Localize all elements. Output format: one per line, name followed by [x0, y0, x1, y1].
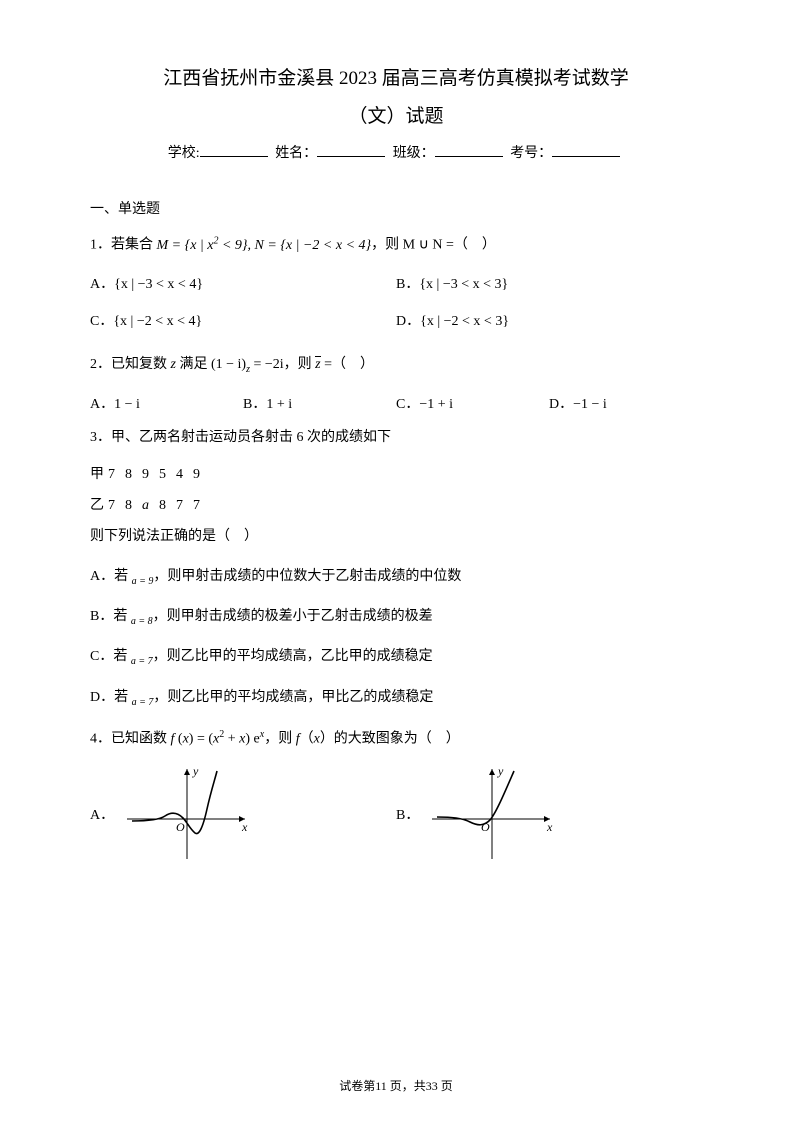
title-block: 江西省抚州市金溪县 2023 届高三高考仿真模拟考试数学 （文）试题 学校: 姓…	[90, 60, 702, 162]
school-blank	[200, 143, 268, 157]
class-label: 班级：	[393, 146, 435, 161]
page-footer: 试卷第11 页，共33 页	[0, 1077, 792, 1094]
q3-choice-b: B．若 a = 8，则甲射击成绩的极差小于乙射击成绩的极差	[90, 599, 702, 635]
q3-jia-v0: 7	[108, 467, 125, 482]
q2-stem: 2．已知复数 z 满足 (1 − i)z = −2i，则 z =（ ）	[90, 350, 702, 381]
q3-d-pre: D．若	[90, 690, 132, 705]
title-line-1: 江西省抚州市金溪县 2023 届高三高考仿真模拟考试数学	[90, 60, 702, 98]
q2-choice-a: A．1 − i	[90, 387, 243, 423]
q3-yi-v2: a	[142, 498, 159, 513]
q3-a-sub: a = 9	[132, 575, 154, 586]
q3-choice-d: D．若 a = 7，则乙比甲的平均成绩高，甲比乙的成绩稳定	[90, 680, 702, 716]
q3-c-pre: C．若	[90, 649, 131, 664]
curve-b	[437, 771, 514, 825]
q1-stem: 1．若集合 M = {x | x2 < 9}, N = {x | −2 < x …	[90, 230, 702, 261]
q4-graph-row: A． x y O B． x y O	[90, 764, 702, 864]
q3-jia-v2: 9	[142, 467, 159, 482]
name-label: 姓名：	[275, 146, 317, 161]
q4-choice-b: B． x y O	[396, 764, 702, 864]
q2-choices: A．1 − i B．1 + i C．−1 + i D．−1 − i	[90, 387, 702, 423]
q3-stem: 3．甲、乙两名射击运动员各射击 6 次的成绩如下	[90, 423, 702, 454]
q3-yi-v0: 7	[108, 498, 125, 513]
q3-yi-v4: 7	[176, 498, 193, 513]
q3-d-post: ，则乙比甲的平均成绩高，甲比乙的成绩稳定	[153, 690, 433, 705]
examno-blank	[552, 143, 620, 157]
q1-math: M = {x | x2 < 9}, N = {x | −2 < x < 4}	[157, 238, 372, 253]
q4-choice-a: A． x y O	[90, 764, 396, 864]
title-line-2: （文）试题	[90, 98, 702, 136]
q3-yi-v5: 7	[193, 498, 210, 513]
examno-label: 考号：	[510, 146, 552, 161]
q3-c-post: ，则乙比甲的平均成绩高，乙比甲的成绩稳定	[153, 649, 433, 664]
q3-b-pre: B．若	[90, 609, 131, 624]
student-info-line: 学校: 姓名： 班级： 考号：	[90, 142, 702, 162]
q1-choice-c: C．{x | −2 < x < 4}	[90, 304, 396, 340]
q3-yi-v1: 8	[125, 498, 142, 513]
y-axis-label: y	[497, 764, 504, 778]
q1-suffix: ，则 M ∪ N =（ ）	[371, 238, 496, 253]
q3-tail: 则下列说法正确的是（ ）	[90, 522, 702, 553]
y-axis-label: y	[192, 764, 199, 778]
q3-jia-v4: 4	[176, 467, 193, 482]
section-1-heading: 一、单选题	[90, 198, 702, 218]
q3-jia-v1: 8	[125, 467, 142, 482]
x-axis-label: x	[546, 820, 553, 834]
q3-b-post: ，则甲射击成绩的极差小于乙射击成绩的极差	[153, 609, 433, 624]
q3-d-sub: a = 7	[132, 697, 154, 708]
q1-choice-d: D．{x | −2 < x < 3}	[396, 304, 702, 340]
class-blank	[435, 143, 503, 157]
q2-choice-d: D．−1 − i	[549, 387, 702, 423]
q1-choices: A．{x | −3 < x < 4} B．{x | −3 < x < 3} C．…	[90, 267, 702, 340]
q3-yi-label: 乙	[90, 498, 108, 513]
q3-b-sub: a = 8	[131, 616, 153, 627]
q2-choice-b: B．1 + i	[243, 387, 396, 423]
q1-prefix: 1．若集合	[90, 238, 157, 253]
q3-row-jia: 甲789549	[90, 460, 702, 491]
q4-graph-a: x y O	[122, 764, 252, 864]
q3-jia-v3: 5	[159, 467, 176, 482]
q3-choice-c: C．若 a = 7，则乙比甲的平均成绩高，乙比甲的成绩稳定	[90, 639, 702, 675]
q3-yi-v3: 8	[159, 498, 176, 513]
q3-row-yi: 乙78a877	[90, 491, 702, 522]
q3-jia-label: 甲	[90, 467, 108, 482]
q3-jia-v5: 9	[193, 467, 210, 482]
q3-choice-a: A．若 a = 9，则甲射击成绩的中位数大于乙射击成绩的中位数	[90, 559, 702, 595]
x-axis-label: x	[241, 820, 248, 834]
q4-a-letter: A．	[90, 804, 114, 824]
q1-choice-a: A．{x | −3 < x < 4}	[90, 267, 396, 303]
q1-choice-b: B．{x | −3 < x < 3}	[396, 267, 702, 303]
origin-label: O	[176, 820, 185, 834]
q4-graph-b: x y O	[427, 764, 557, 864]
q3-a-post: ，则甲射击成绩的中位数大于乙射击成绩的中位数	[153, 569, 461, 584]
q3-a-pre: A．若	[90, 569, 132, 584]
q4-stem: 4．已知函数 f (x) = (x2 + x) ex，则 f（x）的大致图象为（…	[90, 724, 702, 755]
q3-c-sub: a = 7	[131, 656, 153, 667]
q4-b-letter: B．	[396, 804, 419, 824]
name-blank	[317, 143, 385, 157]
school-label: 学校:	[168, 146, 200, 161]
q2-choice-c: C．−1 + i	[396, 387, 549, 423]
curve-a	[132, 771, 217, 834]
